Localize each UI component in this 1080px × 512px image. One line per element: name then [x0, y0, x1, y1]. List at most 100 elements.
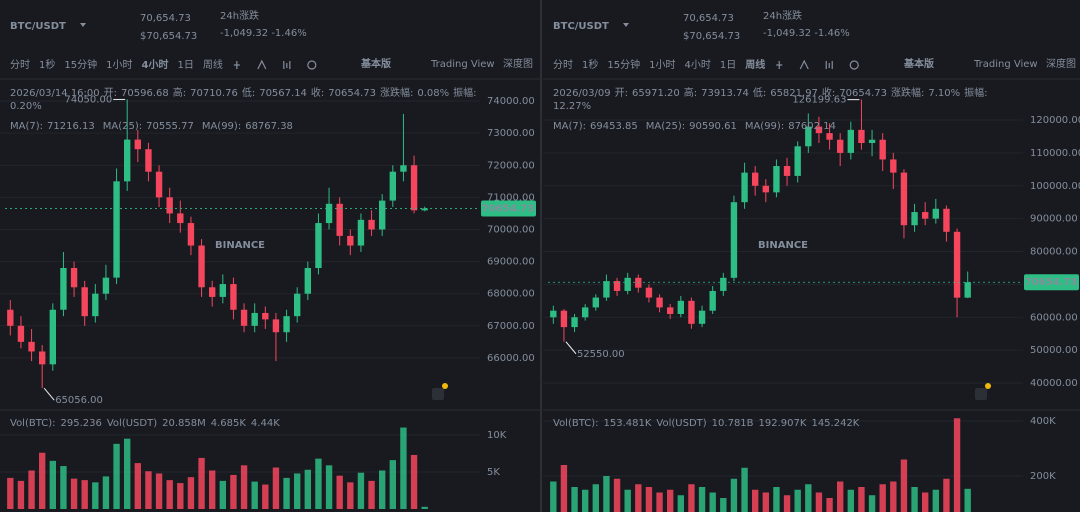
candle-body [379, 200, 386, 230]
toolbar-icon[interactable] [799, 59, 809, 70]
info-text: 2026/03/14 16:00 [10, 88, 100, 99]
candle-body [720, 277, 727, 291]
info-text: 开: [615, 88, 628, 99]
candle-body [773, 166, 780, 193]
vol-tick-label: 400K [1030, 416, 1056, 427]
toolbar-icon[interactable] [825, 61, 833, 69]
volume-bar [688, 484, 695, 512]
volume-bar [550, 481, 557, 512]
volume-bar [124, 438, 131, 509]
volume-bar [720, 497, 727, 512]
info-text: 高: [684, 86, 697, 99]
info-text: 70654.73 [328, 88, 376, 99]
candle-body [102, 277, 110, 294]
candle-body [70, 268, 78, 288]
info-text: 涨跌幅: [891, 86, 924, 99]
volume-bar [698, 486, 706, 512]
candle-body [39, 351, 46, 365]
mode-tab[interactable]: 深度图 [503, 57, 533, 70]
vol-label: Vol(BTC): [553, 418, 599, 429]
dropdown-caret[interactable] [623, 23, 629, 27]
alert-icon[interactable] [975, 388, 987, 400]
interval-tab[interactable]: 周线 [745, 58, 765, 71]
vol-label: 4.685K [211, 418, 247, 429]
candle-body [667, 307, 674, 314]
interval-tab[interactable]: 分时 [10, 59, 30, 71]
candle-body [688, 300, 695, 324]
mode-tab[interactable]: 深度图 [1046, 57, 1076, 70]
y-tick-label: 60000.00 [1030, 312, 1078, 323]
toolbar-icon[interactable] [233, 61, 240, 69]
interval-tab[interactable]: 4小时 [141, 58, 168, 71]
mode-tab[interactable]: 基本版 [903, 57, 934, 70]
toolbar-icon[interactable] [283, 61, 291, 69]
candle-body [304, 268, 311, 294]
ma-value: 90590.61 [689, 121, 737, 132]
interval-tab[interactable]: 15分钟 [607, 58, 640, 71]
ma-value: 70555.77 [146, 121, 194, 132]
candle-body [49, 309, 56, 365]
candle-body [28, 341, 35, 352]
candle-body [645, 287, 653, 298]
mode-tab[interactable]: Trading View [430, 59, 495, 70]
candle-body [251, 312, 258, 326]
y-tick-label: 100000.00 [1030, 181, 1080, 192]
change-label: 24h涨跌 [763, 9, 802, 22]
ma-value: 87602.14 [788, 121, 836, 132]
volume-bar [230, 474, 237, 509]
ma-label: MA(25): [103, 121, 142, 132]
candle-body [368, 219, 375, 230]
volume-bar [145, 471, 152, 509]
interval-tab[interactable]: 周线 [203, 58, 223, 71]
pair[interactable]: BTC/USDT [553, 21, 609, 32]
toolbar-icon[interactable] [776, 61, 783, 69]
mode-tab[interactable]: 基本版 [360, 57, 391, 70]
candle-body [389, 171, 396, 201]
alert-icon[interactable] [432, 388, 444, 400]
vol-label: 145.242K [811, 418, 859, 429]
volume-bar [667, 489, 674, 512]
volume-bar [177, 483, 184, 509]
candle-body [847, 129, 854, 153]
alert-dot [442, 383, 448, 389]
candle-body [357, 219, 365, 246]
interval-tab[interactable]: 1小时 [106, 59, 132, 71]
interval-tab[interactable]: 1秒 [39, 58, 55, 71]
interval-tab[interactable]: 1日 [720, 60, 736, 71]
toolbar-icon[interactable] [307, 60, 317, 70]
volume-bar [645, 486, 653, 512]
low-marker [565, 341, 577, 355]
interval-tab[interactable]: 1秒 [582, 58, 598, 71]
vol-label: 4.44K [251, 418, 280, 429]
toolbar-icon[interactable] [257, 59, 267, 70]
y-tick-label: 50000.00 [1030, 345, 1078, 356]
info-text: 73913.74 [701, 88, 749, 99]
info-text: 高: [173, 86, 186, 99]
volume-bar [209, 470, 216, 509]
volume-bar [677, 495, 684, 512]
y-tick-label: 67000.00 [487, 321, 535, 332]
candle-body [134, 139, 141, 150]
candle-body [911, 212, 918, 226]
interval-tab[interactable]: 1日 [177, 60, 193, 71]
volume-bar [251, 481, 258, 509]
volume-bar [166, 480, 173, 509]
volume-bar [730, 478, 738, 512]
ma-label: MA(99): [202, 121, 241, 132]
toolbar-icon[interactable] [849, 60, 859, 70]
candle-body [198, 245, 205, 288]
dropdown-caret[interactable] [80, 23, 86, 27]
interval-tab[interactable]: 分时 [553, 59, 573, 71]
candle-body [709, 290, 716, 311]
vol-label: 153.481K [604, 418, 652, 429]
mode-tab[interactable]: Trading View [973, 59, 1038, 70]
interval-tab[interactable]: 1小时 [649, 59, 675, 71]
candle-body [624, 277, 631, 291]
interval-tab[interactable]: 4小时 [684, 59, 710, 71]
last-price-tag [1024, 274, 1079, 291]
volume-bar [858, 486, 865, 512]
interval-tab[interactable]: 15分钟 [64, 58, 97, 71]
pair[interactable]: BTC/USDT [10, 21, 66, 32]
